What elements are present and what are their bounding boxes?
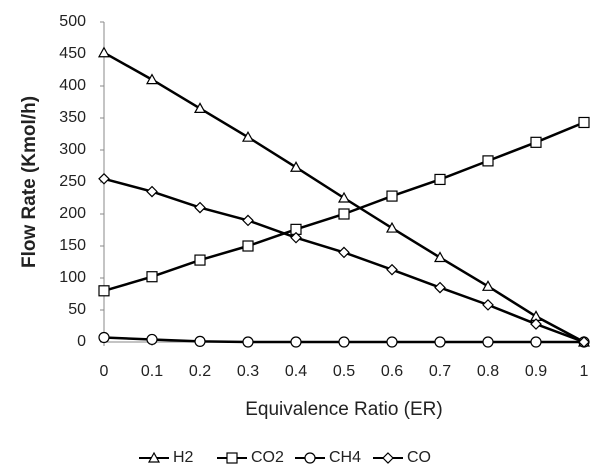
x-tick-label: 0.9 xyxy=(525,363,547,380)
marker xyxy=(194,335,206,347)
y-tick-label: 200 xyxy=(59,205,86,222)
marker xyxy=(434,281,446,294)
y-tick-label: 450 xyxy=(59,45,86,62)
x-axis-title: Equivalence Ratio (ER) xyxy=(245,399,442,420)
legend-label: CO2 xyxy=(251,449,284,466)
marker xyxy=(98,172,110,185)
marker xyxy=(530,336,542,348)
marker xyxy=(338,336,350,348)
marker xyxy=(97,46,111,58)
x-tick-label: 0.3 xyxy=(237,363,259,380)
marker xyxy=(386,336,398,348)
marker xyxy=(482,155,494,167)
legend-label: H2 xyxy=(173,449,194,466)
marker xyxy=(434,336,446,348)
marker xyxy=(530,318,542,330)
marker xyxy=(386,263,398,276)
marker xyxy=(98,331,110,344)
marker xyxy=(482,299,494,311)
marker xyxy=(337,191,351,203)
y-tick-label: 400 xyxy=(59,77,86,94)
marker xyxy=(481,280,495,291)
y-tick-label: 0 xyxy=(77,333,86,350)
marker xyxy=(338,246,350,259)
series-line xyxy=(103,177,585,344)
marker xyxy=(385,221,399,233)
y-axis-title: Flow Rate (Kmol/h) xyxy=(19,96,40,268)
y-tick-label: 150 xyxy=(59,237,86,254)
x-tick-label: 0.1 xyxy=(141,363,163,380)
marker xyxy=(530,136,542,148)
x-tick-label: 0 xyxy=(100,363,109,380)
marker xyxy=(304,452,316,464)
marker xyxy=(242,336,254,348)
x-tick-label: 0.6 xyxy=(381,363,403,380)
marker xyxy=(193,102,207,114)
marker xyxy=(289,161,303,172)
y-tick-label: 500 xyxy=(59,13,86,30)
marker xyxy=(226,452,238,464)
marker xyxy=(382,452,394,464)
x-tick-label: 0.8 xyxy=(477,363,499,380)
marker xyxy=(194,254,206,266)
series-line xyxy=(103,121,585,292)
legend-label: CO xyxy=(407,449,431,466)
x-tick-label: 0.5 xyxy=(333,363,355,380)
marker xyxy=(578,116,590,129)
marker xyxy=(433,251,447,263)
y-tick-label: 300 xyxy=(59,141,86,158)
marker xyxy=(242,240,254,252)
x-tick-label: 0.2 xyxy=(189,363,211,380)
x-tick-label: 0.4 xyxy=(285,363,307,380)
marker xyxy=(482,336,494,348)
marker xyxy=(146,185,158,198)
y-tick-label: 350 xyxy=(59,109,86,126)
marker xyxy=(146,333,158,346)
y-tick-label: 250 xyxy=(59,173,86,190)
marker xyxy=(145,73,159,85)
marker xyxy=(386,190,398,202)
marker xyxy=(146,271,158,283)
marker xyxy=(578,336,590,348)
marker xyxy=(194,201,206,214)
marker xyxy=(98,285,110,297)
x-tick-label: 0.7 xyxy=(429,363,451,380)
marker xyxy=(434,173,446,186)
marker xyxy=(290,336,302,348)
marker xyxy=(147,451,161,463)
legend-label: CH4 xyxy=(329,449,361,466)
y-tick-label: 50 xyxy=(68,301,86,318)
y-tick-label: 100 xyxy=(59,269,86,286)
marker xyxy=(338,208,350,220)
marker xyxy=(241,130,255,142)
marker xyxy=(290,231,302,244)
x-tick-label: 1 xyxy=(580,363,589,380)
marker xyxy=(242,214,254,227)
